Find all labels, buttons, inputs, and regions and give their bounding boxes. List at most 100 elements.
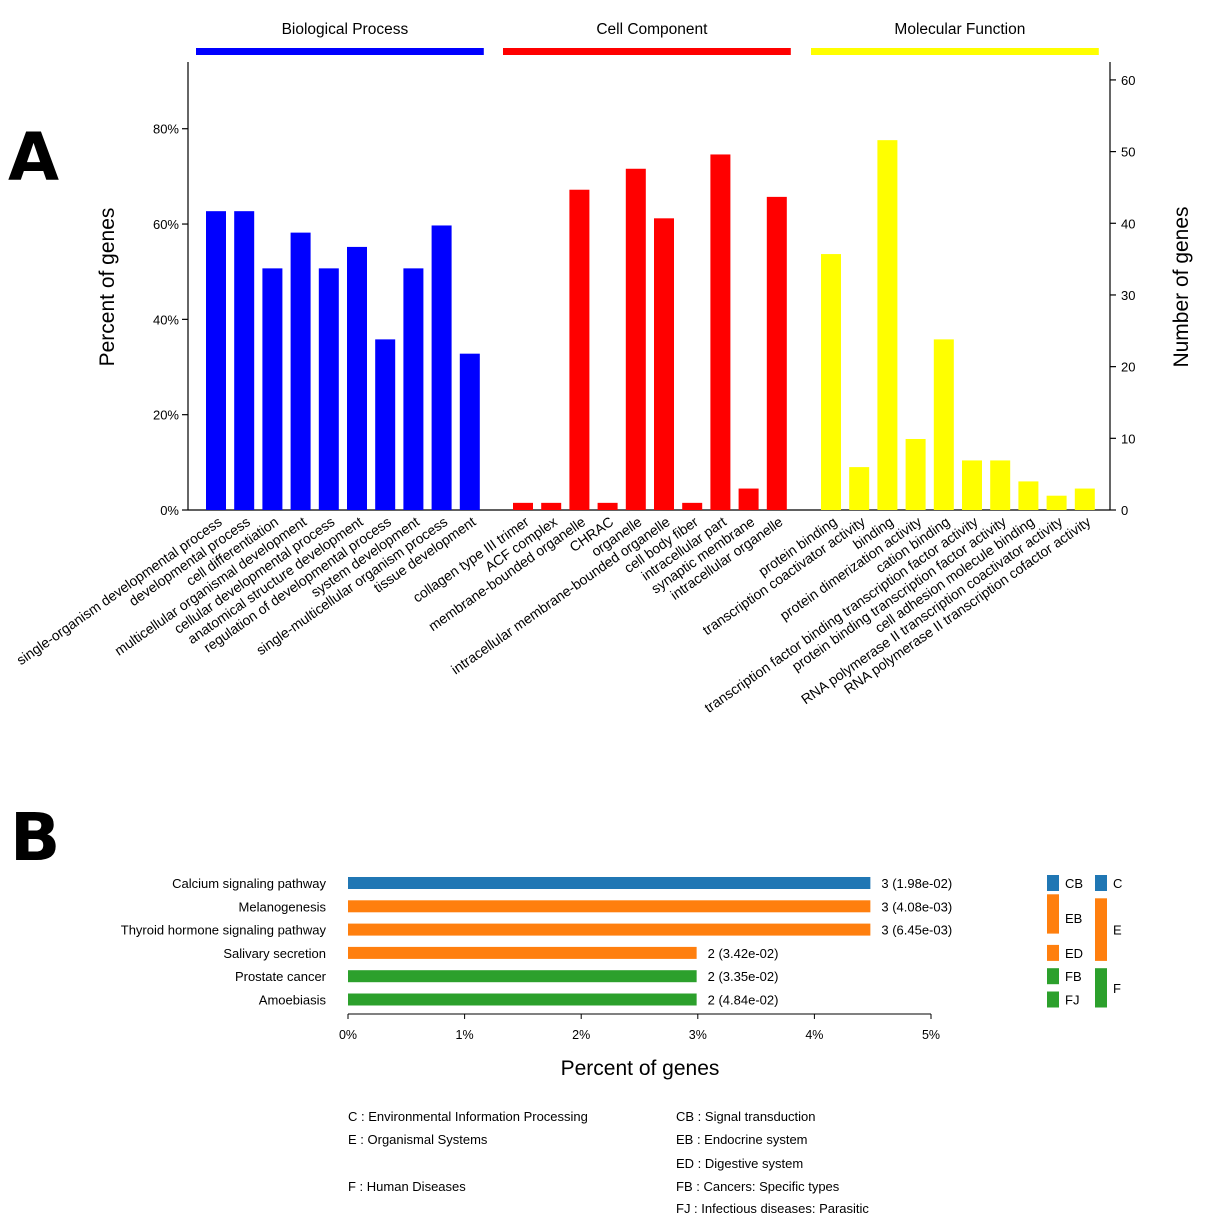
key-entry: F : Human Diseases <box>348 1179 466 1194</box>
bar-rna-polymerase-ii-transcription-coactivator-activity <box>1046 495 1067 510</box>
subclass-fb-swatch <box>1047 968 1059 985</box>
class-f-swatch <box>1095 968 1107 1008</box>
subclass-ed-swatch <box>1047 944 1059 961</box>
bar-single-multicellular-organism-process <box>431 225 452 510</box>
bar-cell-body-fiber <box>682 502 703 510</box>
key-entry: C : Environmental Information Processing <box>348 1109 588 1124</box>
bar-regulation-of-developmental-process <box>375 339 396 510</box>
bar-cation-binding <box>933 339 954 510</box>
bar-cell-differentiation <box>262 268 283 510</box>
panel-b-bars: Calcium signaling pathway 3 (1.98e-02) Mel… <box>121 876 952 1008</box>
bar-intracellular-membrane-bounded-organelle <box>654 218 674 510</box>
panel-b-class-legend: CB EB ED FB FJ C E F <box>1047 875 1122 1008</box>
right-tick-label: 60 <box>1121 73 1135 88</box>
pathway-value-label: 2 (4.84e-02) <box>708 993 779 1008</box>
bar-binding <box>877 140 898 511</box>
pathway-label: Salivary secretion <box>223 946 326 961</box>
pathway-label: Thyroid hormone signaling pathway <box>121 923 327 938</box>
bar-transcription-factor-binding-transcription-factor-activity <box>962 460 982 510</box>
bar-tissue-development <box>459 353 480 510</box>
pathway-bar-thyroid-hormone-signaling-pathway <box>348 923 871 936</box>
key-entry: ED : Digestive system <box>676 1156 803 1171</box>
x-tick-label: 2% <box>572 1028 590 1042</box>
pathway-bar-amoebiasis <box>348 993 697 1006</box>
panel-a-y-right-label: Number of genes <box>1170 206 1193 367</box>
pathway-bar-melanogenesis <box>348 900 871 913</box>
group-bar-cell-component <box>503 48 791 55</box>
right-tick-label: 0 <box>1121 503 1128 518</box>
left-tick-label: 0% <box>160 503 179 518</box>
subclass-eb-swatch <box>1047 894 1059 934</box>
bar-anatomical-structure-development <box>347 246 367 511</box>
panel-a-category-labels: single-organism developmental processdev… <box>13 513 1093 716</box>
bar-chrac <box>597 502 618 510</box>
bar-collagen-type-iii-trimer <box>513 502 533 510</box>
panel-b-key: C : Environmental Information Processing… <box>348 1109 869 1216</box>
pathway-value-label: 3 (1.98e-02) <box>881 876 952 891</box>
group-header-molecular-function: Molecular Function <box>894 21 1025 38</box>
panel-a-axes <box>187 62 1111 511</box>
x-tick-label: 5% <box>922 1028 940 1042</box>
subclass-ed-label: ED <box>1065 946 1083 961</box>
bar-multicellular-organismal-development <box>290 232 311 510</box>
class-c-swatch <box>1095 875 1107 891</box>
bar-single-organism-developmental-process <box>206 211 226 510</box>
pathway-value-label: 3 (6.45e-03) <box>881 923 952 938</box>
bar-protein-binding-transcription-factor-activity <box>990 460 1011 510</box>
bar-organelle <box>625 168 646 510</box>
panel-b-ticks: 0% 1% 2% 3% 4% 5% <box>339 1014 940 1042</box>
bar-cellular-developmental-process <box>318 268 339 510</box>
class-e-label: E <box>1113 923 1122 938</box>
bar-protein-binding <box>821 254 841 510</box>
class-c-label: C <box>1113 876 1122 891</box>
subclass-fj-label: FJ <box>1065 993 1079 1008</box>
class-f-label: F <box>1113 981 1121 996</box>
right-tick-label: 40 <box>1121 216 1135 231</box>
left-tick-label: 20% <box>153 408 179 423</box>
panel-a-right-ticks: 0 10 20 30 40 50 60 <box>1110 73 1135 518</box>
bar-protein-dimerization-activity <box>905 438 926 510</box>
pathway-label: Prostate cancer <box>235 969 327 984</box>
panel-a-left-ticks: 0% 20% 40% 60% 80% <box>153 122 188 518</box>
panel-b-letter: B <box>10 799 60 876</box>
group-header-cell-component: Cell Component <box>596 21 708 38</box>
bar-synaptic-membrane <box>738 488 759 510</box>
subclass-fj-swatch <box>1047 991 1059 1008</box>
right-tick-label: 50 <box>1121 145 1135 160</box>
x-tick-label: 1% <box>456 1028 474 1042</box>
x-tick-label: 3% <box>689 1028 707 1042</box>
subclass-fb-label: FB <box>1065 969 1082 984</box>
left-tick-label: 60% <box>153 217 179 232</box>
pathway-bar-prostate-cancer <box>348 970 697 983</box>
pathway-label: Melanogenesis <box>239 899 327 914</box>
group-bar-molecular-function <box>811 48 1099 55</box>
left-tick-label: 40% <box>153 312 179 327</box>
bar-intracellular-part <box>710 154 731 510</box>
right-tick-label: 30 <box>1121 288 1135 303</box>
bar-acf-complex <box>541 502 562 510</box>
bar-transcription-coactivator-activity <box>849 467 870 510</box>
panel-b-x-label: Percent of genes <box>561 1057 720 1080</box>
panel-a-bars <box>206 140 1095 511</box>
key-entry: EB : Endocrine system <box>676 1132 808 1147</box>
bar-developmental-process <box>234 211 255 510</box>
pathway-value-label: 2 (3.42e-02) <box>708 946 779 961</box>
right-tick-label: 10 <box>1121 431 1135 446</box>
key-entry: CB : Signal transduction <box>676 1109 815 1124</box>
group-bar-biological-process <box>196 48 484 55</box>
subclass-cb-swatch <box>1047 875 1059 891</box>
subclass-eb-label: EB <box>1065 911 1082 926</box>
panel-a-group-headers: Biological Process Cell Component Molecula… <box>196 21 1099 55</box>
x-tick-label: 0% <box>339 1028 357 1042</box>
bar-cell-adhesion-molecule-binding <box>1018 481 1039 510</box>
key-entry: FJ : Infectious diseases: Parasitic <box>676 1201 869 1216</box>
right-tick-label: 20 <box>1121 360 1135 375</box>
pathway-bar-salivary-secretion <box>348 946 697 959</box>
pathway-label: Amoebiasis <box>259 993 327 1008</box>
panel-a-letter: A <box>8 119 59 196</box>
bar-system-development <box>403 268 424 510</box>
class-e-swatch <box>1095 898 1107 961</box>
key-entry: E : Organismal Systems <box>348 1132 488 1147</box>
bar-rna-polymerase-ii-transcription-cofactor-activity <box>1074 488 1095 510</box>
